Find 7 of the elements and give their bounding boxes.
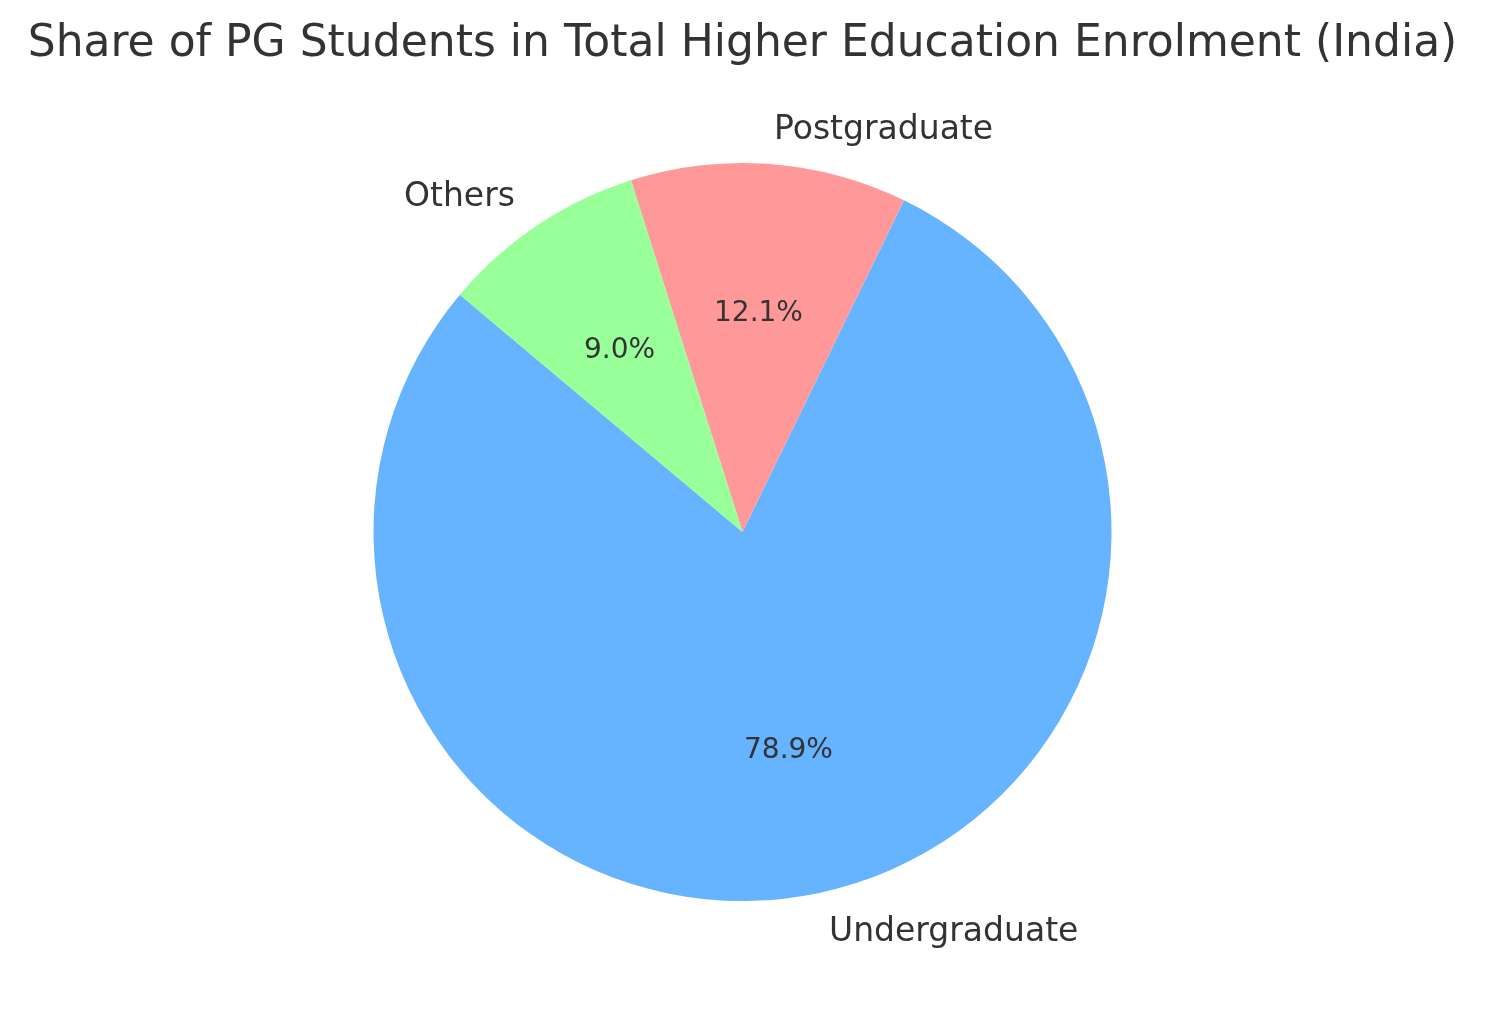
chart-title: Share of PG Students in Total Higher Education Enrolment (India) <box>27 15 1458 67</box>
data-label: 9.0% <box>584 332 656 365</box>
slice-label: Others <box>404 175 515 214</box>
data-label: 12.1% <box>714 295 803 328</box>
data-label: 78.9% <box>744 732 833 765</box>
slice-label: Postgraduate <box>774 108 994 147</box>
slice-label: Undergraduate <box>829 910 1079 949</box>
